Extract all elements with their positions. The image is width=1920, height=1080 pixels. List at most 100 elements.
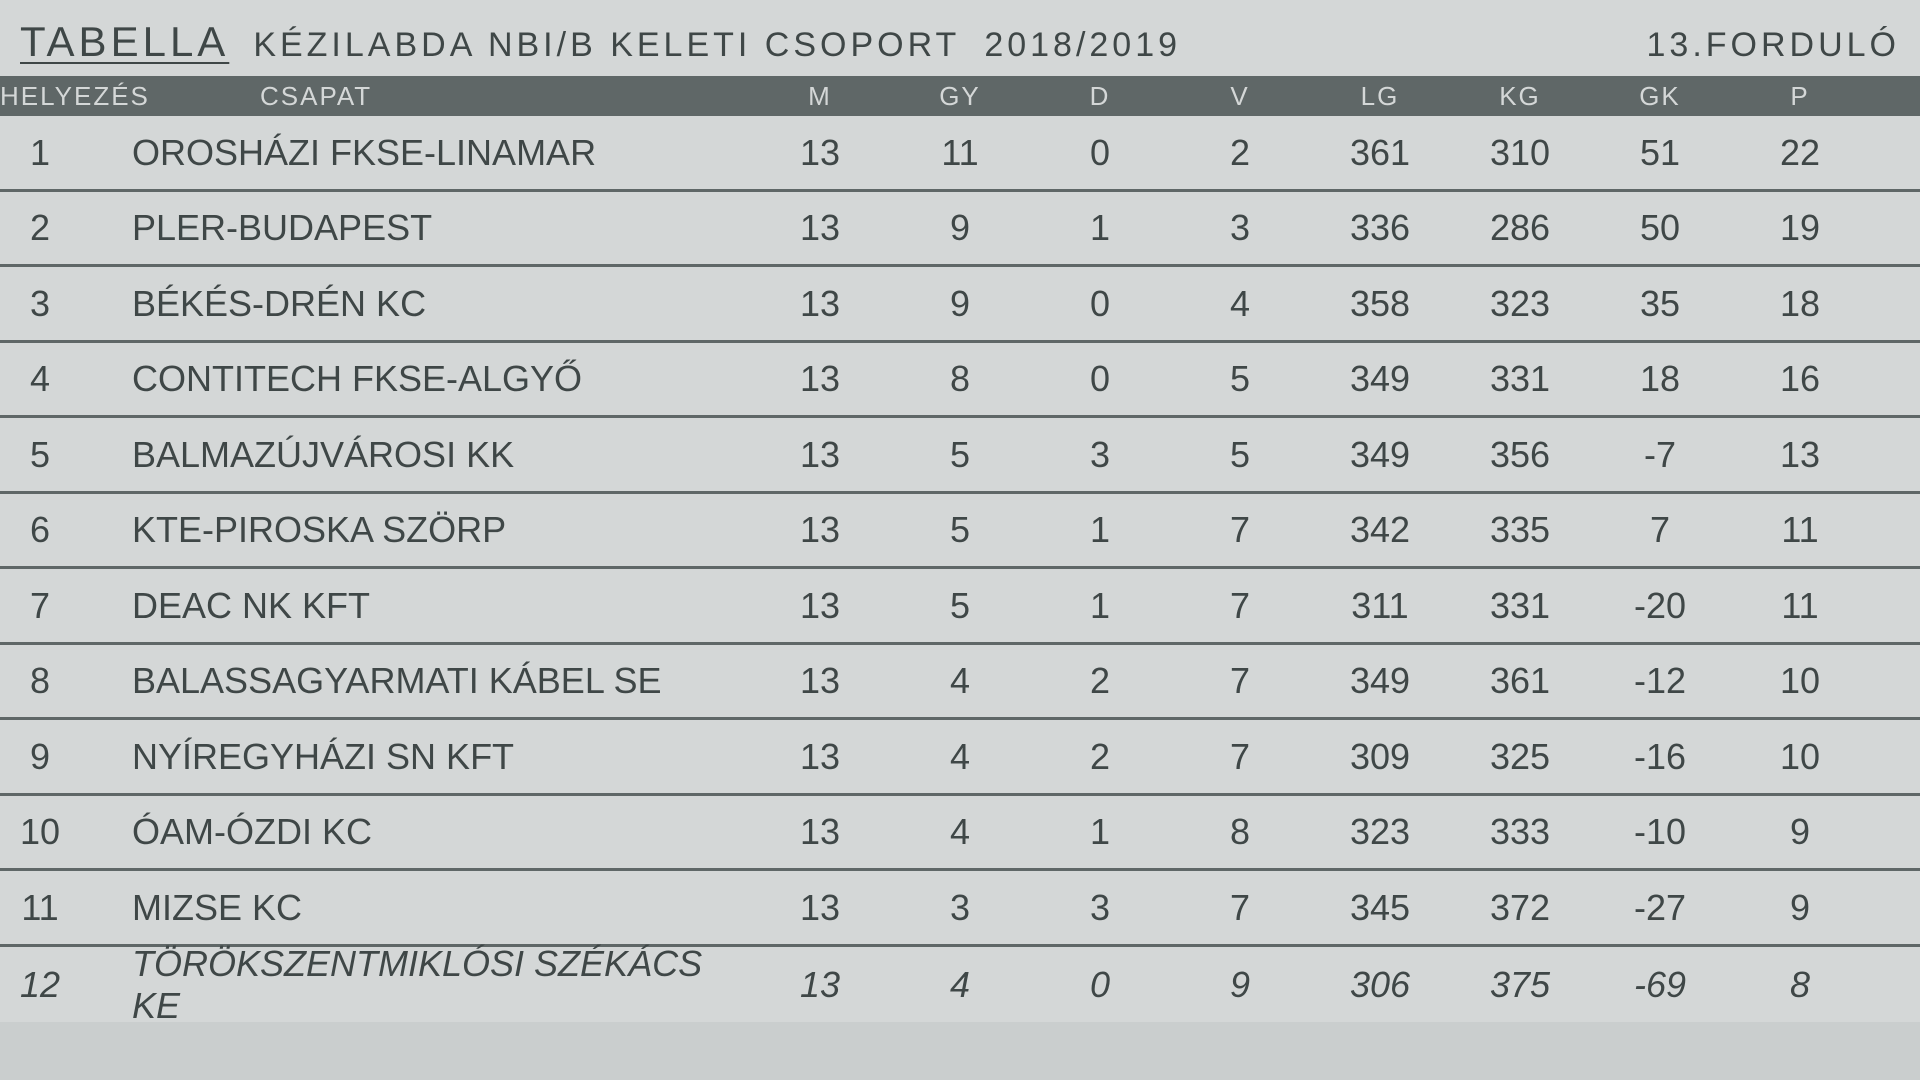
cell-kg: 310 <box>1450 132 1590 174</box>
cell-lg: 349 <box>1310 434 1450 476</box>
cell-team: KTE-PIROSKA SZÖRP <box>110 509 750 551</box>
cell-v: 9 <box>1170 964 1310 1006</box>
table-row: 11MIZSE KC13337345372-279 <box>0 871 1920 947</box>
cell-kg: 331 <box>1450 358 1590 400</box>
cell-m: 13 <box>750 811 890 853</box>
cell-p: 9 <box>1730 811 1870 853</box>
cell-v: 5 <box>1170 358 1310 400</box>
cell-lg: 311 <box>1310 585 1450 627</box>
table-row: 7DEAC NK KFT13517311331-2011 <box>0 569 1920 645</box>
cell-team: MIZSE KC <box>110 887 750 929</box>
cell-p: 9 <box>1730 887 1870 929</box>
table-row: 10ÓAM-ÓZDI KC13418323333-109 <box>0 796 1920 872</box>
table-row: 9NYÍREGYHÁZI SN KFT13427309325-1610 <box>0 720 1920 796</box>
cell-gy: 5 <box>890 509 1030 551</box>
col-header-p: P <box>1730 81 1870 112</box>
cell-gk: 50 <box>1590 207 1730 249</box>
cell-lg: 306 <box>1310 964 1450 1006</box>
cell-gk: 18 <box>1590 358 1730 400</box>
cell-kg: 356 <box>1450 434 1590 476</box>
cell-d: 1 <box>1030 811 1170 853</box>
cell-m: 13 <box>750 207 890 249</box>
cell-d: 0 <box>1030 132 1170 174</box>
cell-v: 2 <box>1170 132 1310 174</box>
cell-gk: 35 <box>1590 283 1730 325</box>
cell-v: 5 <box>1170 434 1310 476</box>
cell-gk: 7 <box>1590 509 1730 551</box>
cell-rank: 6 <box>0 509 110 551</box>
cell-v: 8 <box>1170 811 1310 853</box>
cell-gy: 4 <box>890 964 1030 1006</box>
cell-v: 7 <box>1170 509 1310 551</box>
cell-gk: -20 <box>1590 585 1730 627</box>
cell-rank: 9 <box>0 736 110 778</box>
cell-rank: 11 <box>0 887 110 929</box>
cell-p: 11 <box>1730 585 1870 627</box>
header-left: TABELLA KÉZILABDA NBI/B KELETI CSOPORT 2… <box>20 18 1181 66</box>
col-header-gk: GK <box>1590 81 1730 112</box>
cell-rank: 12 <box>0 964 110 1006</box>
cell-d: 3 <box>1030 434 1170 476</box>
cell-p: 10 <box>1730 660 1870 702</box>
cell-d: 0 <box>1030 358 1170 400</box>
cell-team: NYÍREGYHÁZI SN KFT <box>110 736 750 778</box>
col-header-v: V <box>1170 81 1310 112</box>
col-header-lg: LG <box>1310 81 1450 112</box>
cell-d: 0 <box>1030 964 1170 1006</box>
cell-rank: 8 <box>0 660 110 702</box>
title-round: 13.FORDULÓ <box>1647 26 1901 65</box>
cell-lg: 345 <box>1310 887 1450 929</box>
cell-d: 3 <box>1030 887 1170 929</box>
cell-v: 7 <box>1170 585 1310 627</box>
cell-p: 16 <box>1730 358 1870 400</box>
cell-gy: 4 <box>890 811 1030 853</box>
cell-team: CONTITECH FKSE-ALGYŐ <box>110 358 750 400</box>
table-row: 1OROSHÁZI FKSE-LINAMAR1311023613105122 <box>0 116 1920 192</box>
cell-team: DEAC NK KFT <box>110 585 750 627</box>
table-header-row: HELYEZÉS CSAPAT M GY D V LG KG GK P <box>0 76 1920 116</box>
cell-gy: 4 <box>890 736 1030 778</box>
cell-gk: -12 <box>1590 660 1730 702</box>
table-row: 4CONTITECH FKSE-ALGYŐ138053493311816 <box>0 343 1920 419</box>
table-row: 6KTE-PIROSKA SZÖRP13517342335711 <box>0 494 1920 570</box>
cell-d: 2 <box>1030 660 1170 702</box>
page-header: TABELLA KÉZILABDA NBI/B KELETI CSOPORT 2… <box>0 0 1920 76</box>
col-header-m: M <box>750 81 890 112</box>
title-main: TABELLA <box>20 18 229 66</box>
col-header-rank: HELYEZÉS <box>0 81 110 112</box>
cell-gy: 3 <box>890 887 1030 929</box>
cell-kg: 361 <box>1450 660 1590 702</box>
cell-v: 7 <box>1170 887 1310 929</box>
cell-rank: 3 <box>0 283 110 325</box>
cell-rank: 2 <box>0 207 110 249</box>
cell-m: 13 <box>750 434 890 476</box>
cell-rank: 10 <box>0 811 110 853</box>
cell-d: 1 <box>1030 207 1170 249</box>
cell-lg: 349 <box>1310 358 1450 400</box>
cell-v: 7 <box>1170 660 1310 702</box>
cell-rank: 5 <box>0 434 110 476</box>
cell-m: 13 <box>750 964 890 1006</box>
cell-gy: 9 <box>890 207 1030 249</box>
cell-rank: 7 <box>0 585 110 627</box>
cell-m: 13 <box>750 585 890 627</box>
cell-rank: 1 <box>0 132 110 174</box>
cell-kg: 325 <box>1450 736 1590 778</box>
cell-rank: 4 <box>0 358 110 400</box>
cell-m: 13 <box>750 887 890 929</box>
cell-p: 8 <box>1730 964 1870 1006</box>
cell-team: BÉKÉS-DRÉN KC <box>110 283 750 325</box>
cell-gy: 11 <box>890 132 1030 174</box>
cell-gk: -69 <box>1590 964 1730 1006</box>
table-row: 2PLER-BUDAPEST139133362865019 <box>0 192 1920 268</box>
cell-d: 1 <box>1030 585 1170 627</box>
cell-m: 13 <box>750 509 890 551</box>
cell-lg: 323 <box>1310 811 1450 853</box>
table-row: 8BALASSAGYARMATI KÁBEL SE13427349361-121… <box>0 645 1920 721</box>
cell-lg: 358 <box>1310 283 1450 325</box>
cell-m: 13 <box>750 660 890 702</box>
cell-gy: 9 <box>890 283 1030 325</box>
cell-p: 13 <box>1730 434 1870 476</box>
cell-lg: 342 <box>1310 509 1450 551</box>
cell-kg: 323 <box>1450 283 1590 325</box>
